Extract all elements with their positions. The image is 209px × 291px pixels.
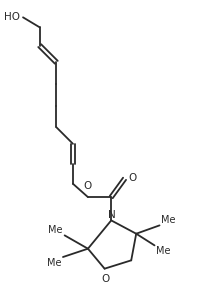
Text: HO: HO	[4, 12, 20, 22]
Text: Me: Me	[161, 215, 176, 225]
Text: O: O	[129, 173, 137, 183]
Text: Me: Me	[47, 258, 61, 268]
Text: Me: Me	[48, 225, 63, 235]
Text: O: O	[84, 181, 92, 191]
Text: N: N	[108, 210, 115, 220]
Text: O: O	[101, 274, 109, 284]
Text: Me: Me	[156, 246, 171, 256]
